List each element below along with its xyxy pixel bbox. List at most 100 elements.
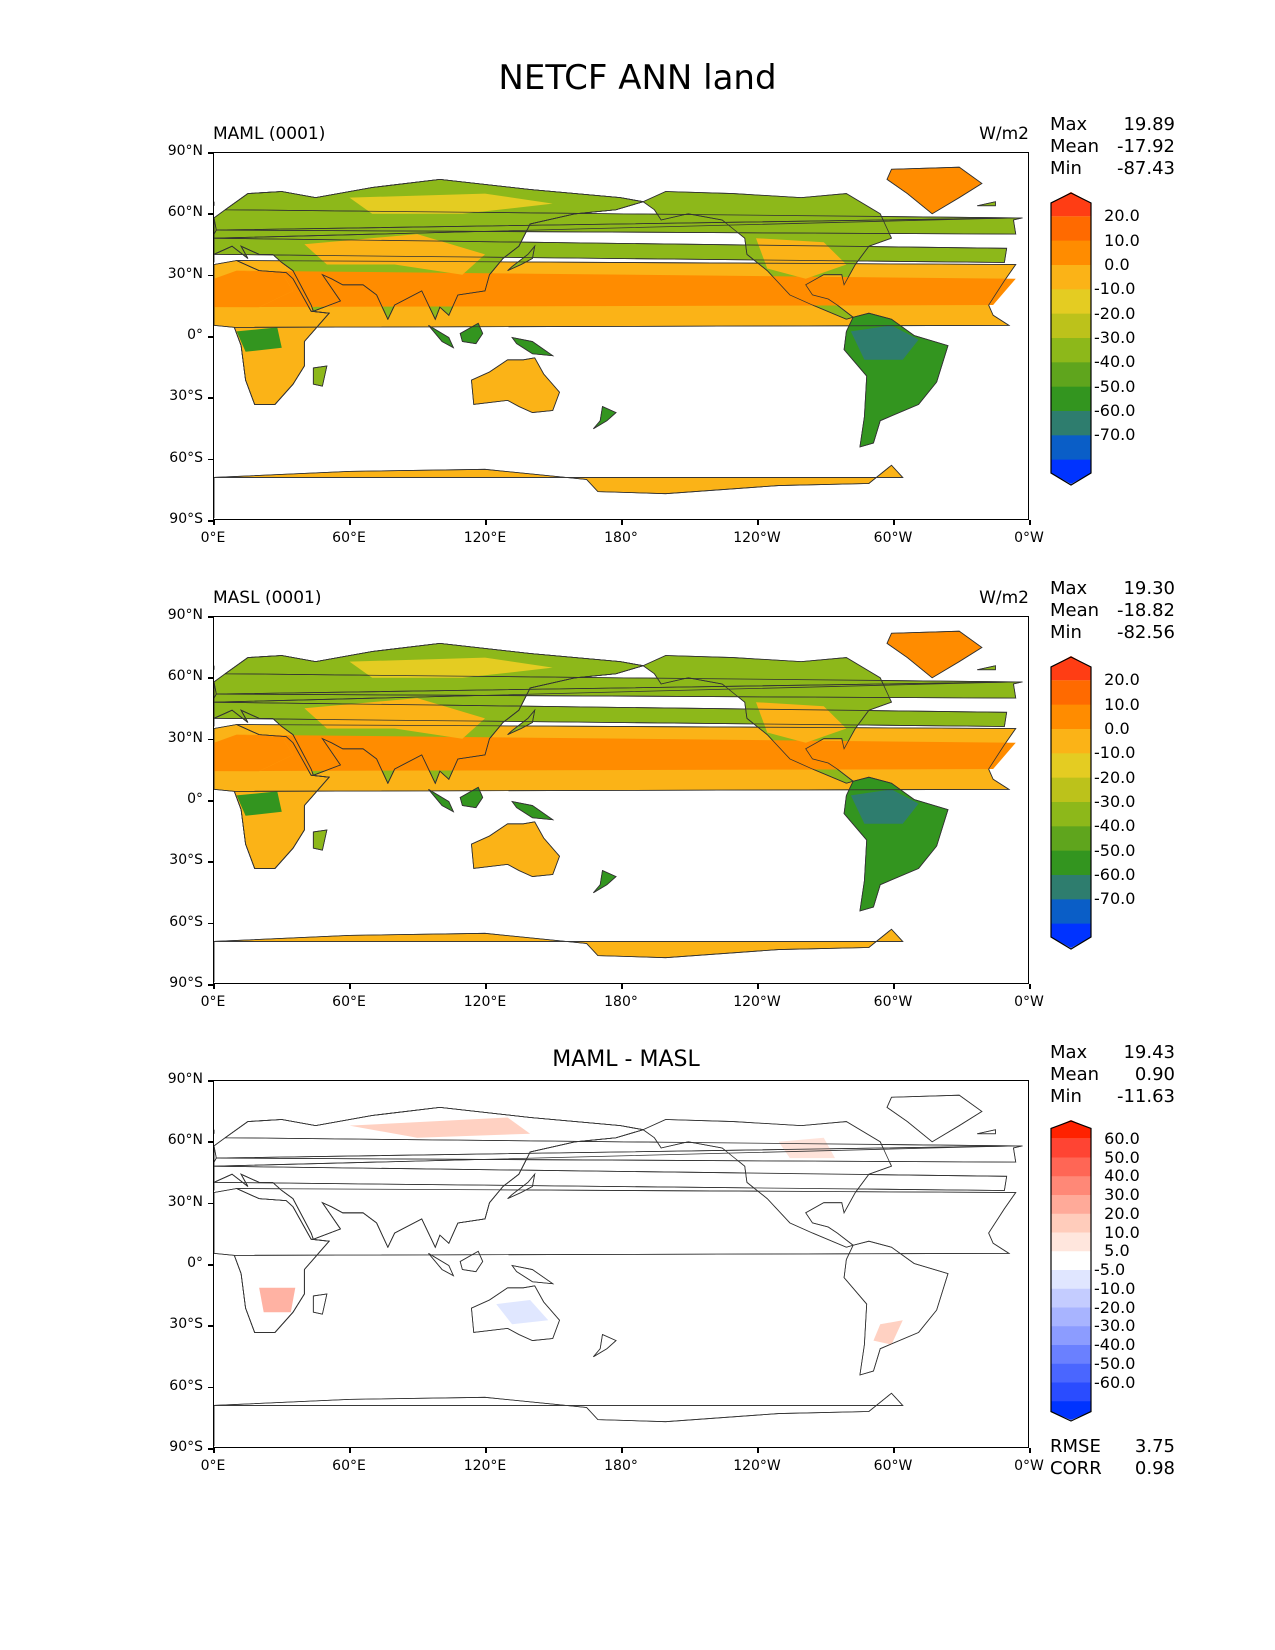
colorbar-segment: [1051, 656, 1091, 681]
borneo-coastline: [459, 786, 484, 809]
eurasia-midlat: [304, 234, 485, 275]
diff-south-africa: [259, 1287, 296, 1313]
colorbar-segment: [1051, 1251, 1091, 1271]
y-tick-label: 30°N: [167, 729, 203, 746]
colorbar-tick-label: -20.0: [1094, 1297, 1136, 1317]
figure-title: NETCF ANN land: [498, 58, 777, 98]
colorbar-segment: [1051, 729, 1091, 754]
x-tick-mark: [893, 520, 895, 525]
x-tick-mark: [349, 984, 351, 989]
x-tick-mark: [213, 984, 215, 989]
colorbar-tick-label: 50.0: [1094, 1147, 1140, 1167]
x-tick-mark: [485, 520, 487, 525]
colorbar-segment: [1051, 1195, 1091, 1215]
y-tick-label: 90°S: [169, 975, 203, 991]
stat-label-min: Min: [1050, 158, 1082, 179]
colorbar-tick-label: -50.0: [1094, 840, 1136, 860]
y-tick-label: 90°N: [167, 1071, 203, 1087]
colorbar-tick-label: -5.0: [1094, 1260, 1126, 1279]
y-tick-label: 60°S: [169, 449, 203, 466]
y-tick-mark: [208, 1325, 213, 1327]
colorbar-tick-label: 0.0: [1094, 255, 1130, 274]
stat-value-max: 19.89: [1123, 114, 1175, 135]
map-frame-masl: [213, 616, 1029, 984]
stat-value-mean: 0.90: [1134, 1064, 1175, 1085]
colorbar-tick-label: -50.0: [1094, 376, 1136, 396]
colorbar-outline: [1050, 656, 1092, 950]
borneo-coastline: [459, 322, 484, 345]
colorbar-segment: [1051, 680, 1091, 706]
y-tick-mark: [208, 213, 213, 215]
africa-coastline-wrap: [233, 260, 1017, 405]
colorbar-diff: [1050, 1120, 1092, 1422]
stat-value-min: -11.63: [1116, 1086, 1175, 1107]
antarctica-coastline: [214, 1392, 904, 1446]
x-tick-mark: [757, 1448, 759, 1453]
y-tick-label: 30°N: [167, 265, 203, 282]
colorbar-segment: [1051, 1213, 1091, 1233]
newguinea-coastline: [511, 800, 555, 821]
colorbar-segment: [1051, 1288, 1091, 1308]
colorbar-tick-label: -60.0: [1094, 401, 1136, 420]
colorbar-segment: [1051, 1157, 1091, 1177]
y-tick-mark: [208, 1264, 213, 1266]
x-tick-mark: [349, 1448, 351, 1453]
x-tick-label: 0°W: [1014, 994, 1044, 1010]
siberia-region: [349, 193, 553, 214]
x-tick-label: 0°E: [200, 530, 226, 546]
x-tick-mark: [213, 1448, 215, 1453]
nz-coastline: [593, 405, 617, 430]
colorbar-segment: [1051, 1326, 1091, 1346]
x-tick-label: 60°E: [332, 1458, 366, 1474]
samerica-coastline: [843, 776, 949, 912]
colorbar-tick-label: -30.0: [1094, 328, 1136, 347]
y-tick-label: 30°S: [169, 1316, 203, 1333]
africa-coastline-wrap: [233, 1188, 1017, 1333]
stat-label-max: Max: [1050, 1042, 1088, 1063]
colorbar-tick-label: -40.0: [1094, 1335, 1136, 1354]
y-tick-mark: [208, 616, 213, 618]
colorbar-segment: [1051, 240, 1091, 266]
colorbar-tick-label: 20.0: [1094, 670, 1140, 690]
colorbar-tick-label: 30.0: [1094, 1185, 1140, 1204]
japan-coastline: [507, 1172, 536, 1199]
y-tick-label: 0°: [187, 791, 203, 807]
x-tick-label: 60°W: [873, 1458, 913, 1474]
map-canvas: [214, 153, 1027, 518]
colorbar-segment: [1051, 923, 1091, 948]
colorbar-segment: [1051, 289, 1091, 315]
colorbar-tick-label: -50.0: [1094, 1353, 1136, 1373]
map-canvas: [214, 1081, 1027, 1446]
y-tick-label: 90°N: [167, 143, 203, 159]
colorbar-tick-label: 60.0: [1094, 1128, 1140, 1148]
colorbar-segment: [1051, 1232, 1091, 1252]
x-tick-label: 0°W: [1014, 1458, 1044, 1474]
x-tick-label: 60°E: [332, 530, 366, 546]
y-tick-mark: [208, 520, 213, 522]
sumatra-coastline: [428, 325, 455, 349]
samerica-coastline: [843, 312, 949, 448]
amazon-region: [850, 325, 919, 360]
stat-value-min: -82.56: [1116, 622, 1175, 643]
diff-north-eurasia: [349, 1117, 531, 1138]
namerica-coastline: [642, 1119, 893, 1248]
borneo-coastline: [459, 1250, 484, 1273]
colorbar-tick-label: 20.0: [1094, 1203, 1140, 1223]
namerica-midlat: [756, 702, 847, 743]
y-tick-label: 90°N: [167, 607, 203, 623]
colorbar-segment: [1051, 875, 1091, 900]
y-tick-label: 30°N: [167, 1193, 203, 1210]
panel-left-title: MASL (0001): [213, 588, 322, 608]
stat-label-mean: Mean: [1050, 600, 1100, 621]
namerica-coastline: [642, 655, 893, 784]
x-tick-label: 120°E: [463, 994, 507, 1010]
x-tick-mark: [349, 520, 351, 525]
colorbar-segment: [1051, 1401, 1091, 1420]
y-tick-label: 60°N: [167, 204, 203, 221]
congo-region: [236, 327, 282, 352]
y-tick-mark: [208, 152, 213, 154]
sahara-region: [214, 270, 294, 308]
y-tick-label: 60°S: [169, 913, 203, 930]
colorbar-segment: [1051, 1270, 1091, 1290]
footer-stat-value-rmse: 3.75: [1134, 1436, 1175, 1457]
